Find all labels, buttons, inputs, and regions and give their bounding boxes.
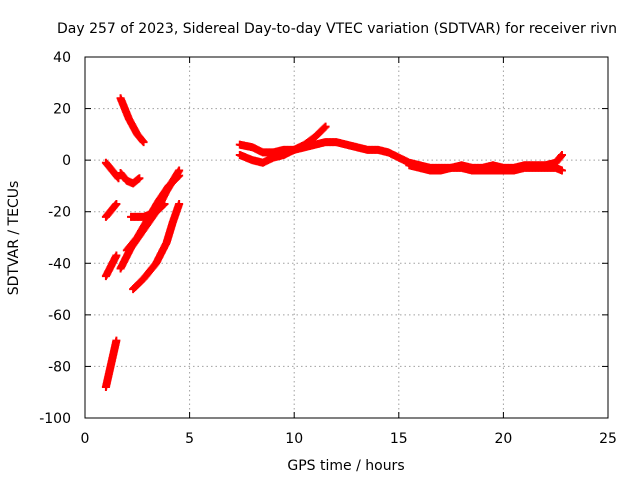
- data-point: [557, 150, 566, 159]
- data-track: [127, 199, 169, 221]
- y-tick-label: -100: [39, 411, 71, 427]
- data-point: [557, 166, 566, 175]
- x-tick-label: 25: [599, 431, 617, 447]
- data-track: [101, 251, 121, 281]
- axis-ticks: [84, 56, 609, 419]
- tick-labels: 0 5 10 15 20 25 40 20 0 -20 -40 -60 -80 -100: [39, 50, 617, 447]
- y-tick-label: 0: [62, 153, 71, 169]
- data-point: [175, 199, 184, 208]
- data-track: [129, 199, 184, 294]
- data-point: [320, 123, 329, 132]
- data-track: [101, 336, 121, 392]
- x-axis-label: GPS time / hours: [287, 458, 404, 474]
- x-tick-label: 10: [285, 431, 303, 447]
- y-tick-label: 20: [53, 102, 71, 118]
- data-point: [321, 122, 330, 131]
- chart-title: Day 257 of 2023, Sidereal Day-to-day VTE…: [57, 21, 617, 37]
- data-points: [101, 94, 566, 392]
- data-track: [405, 161, 566, 175]
- data-point: [139, 138, 148, 147]
- plot-frame: [84, 56, 609, 419]
- data-track: [101, 199, 121, 221]
- data-point: [112, 199, 121, 208]
- y-tick-label: -80: [48, 359, 71, 375]
- data-track: [116, 94, 148, 147]
- data-track: [116, 169, 144, 188]
- data-point: [135, 174, 144, 183]
- data-point: [175, 171, 184, 180]
- data-track: [101, 158, 123, 183]
- data-point: [160, 199, 169, 208]
- y-tick-label: -60: [48, 308, 71, 324]
- y-tick-label: -40: [48, 256, 71, 272]
- y-axis-label: SDTVAR / TECUs: [6, 181, 22, 296]
- y-tick-label: -20: [48, 205, 71, 221]
- x-tick-label: 15: [390, 431, 408, 447]
- grid-lines: [85, 57, 608, 418]
- data-point: [112, 336, 121, 345]
- data-point: [174, 172, 183, 181]
- x-tick-label: 20: [494, 431, 512, 447]
- data-point: [112, 251, 121, 260]
- x-tick-label: 5: [185, 431, 194, 447]
- y-tick-label: 40: [53, 50, 71, 66]
- x-tick-label: 0: [81, 431, 90, 447]
